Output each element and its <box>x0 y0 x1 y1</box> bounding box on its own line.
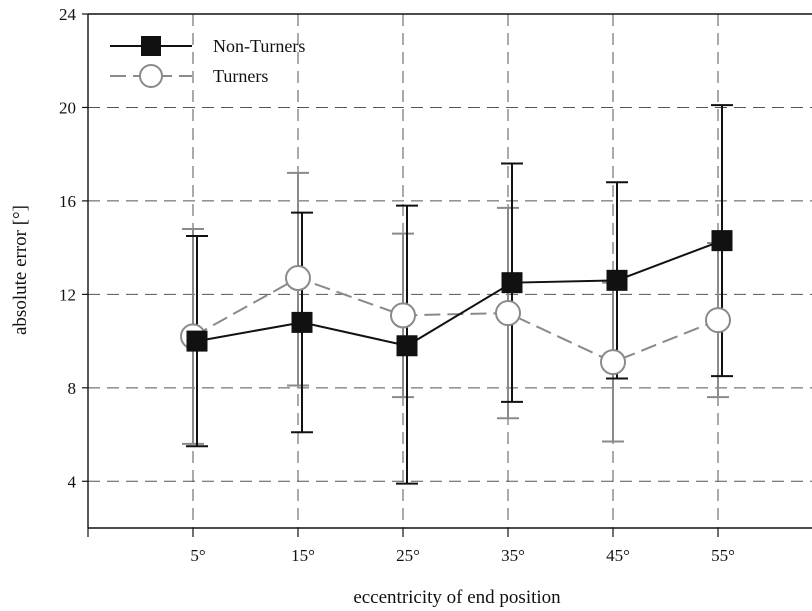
data-point-square <box>501 272 523 294</box>
legend-marker-circle <box>139 64 163 88</box>
series-line <box>192 276 719 364</box>
data-point-circle <box>705 307 731 334</box>
x-axis-label: eccentricity of end position <box>353 587 561 608</box>
legend-label: Turners <box>213 66 268 86</box>
y-tick-label: 20 <box>59 98 76 117</box>
x-ticks: 5° 15° 25° 35° 45° 55° <box>87 528 735 565</box>
y-tick-label: 12 <box>59 285 76 304</box>
series-line <box>196 239 723 347</box>
series-layer <box>180 104 733 485</box>
legend-item: Non-Turners <box>110 36 305 56</box>
legend-item: Turners <box>110 64 268 88</box>
legend: Non-Turners Turners <box>110 36 305 88</box>
x-tick-label: 55° <box>711 546 735 565</box>
data-point-circle <box>285 265 311 292</box>
legend-marker-square <box>141 36 161 56</box>
x-tick-label: 15° <box>291 546 315 565</box>
data-point-square <box>606 269 628 291</box>
axes <box>87 13 812 529</box>
y-ticks: 4 8 12 16 20 24 <box>59 5 88 491</box>
x-tick-label: 25° <box>396 546 420 565</box>
data-point-circle <box>600 349 626 376</box>
x-tick-label: 35° <box>501 546 525 565</box>
x-tick-label: 5° <box>190 546 205 565</box>
data-point-circle <box>495 300 521 327</box>
y-tick-label: 16 <box>59 192 76 211</box>
data-point-square <box>291 311 313 333</box>
data-point-square <box>186 330 208 352</box>
y-axis-label: absolute error [°] <box>10 205 31 335</box>
series-turners <box>182 171 729 445</box>
x-tick-label: 45° <box>606 546 630 565</box>
y-tick-label: 24 <box>59 5 77 24</box>
data-point-square <box>396 335 418 357</box>
series-marks-non-turners <box>186 230 733 357</box>
y-tick-label: 4 <box>68 472 77 491</box>
legend-label: Non-Turners <box>213 36 305 56</box>
data-point-square <box>711 230 733 252</box>
series-marks-turners <box>180 265 731 376</box>
y-tick-label: 8 <box>68 379 77 398</box>
data-point-circle <box>390 302 416 329</box>
